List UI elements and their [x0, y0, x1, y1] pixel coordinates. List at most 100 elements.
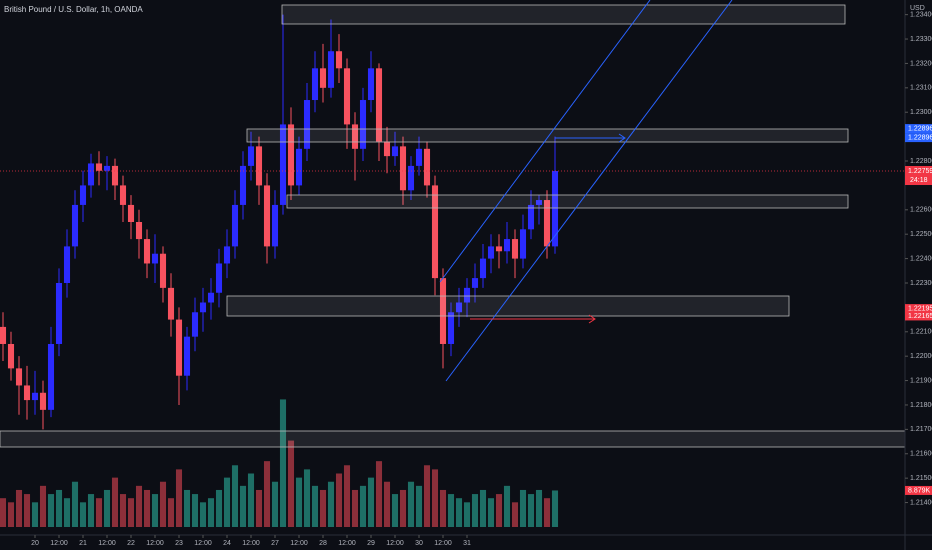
volume-bar — [519, 489, 527, 527]
x-tick-label: 27 — [271, 540, 279, 547]
candle-body — [23, 385, 31, 401]
candle-body — [199, 302, 207, 313]
x-tick-label: 12:00 — [290, 540, 308, 547]
volume-bar — [471, 494, 479, 527]
volume-bar — [255, 489, 263, 527]
x-tick-label: 12:00 — [386, 540, 404, 547]
y-tick-label: 1.21700 — [910, 426, 932, 433]
volume-bar — [7, 502, 15, 527]
candle-body — [319, 68, 327, 88]
x-tick-label: 22 — [127, 540, 135, 547]
volume-bar — [167, 498, 175, 527]
volume-bar — [23, 494, 31, 527]
candle-body — [503, 239, 511, 252]
candle-body — [407, 165, 415, 191]
candle-body — [39, 392, 47, 410]
zone — [286, 194, 849, 209]
y-tick-label: 1.22100 — [910, 329, 932, 336]
candle-body — [175, 319, 183, 376]
candle-body — [335, 51, 343, 69]
candle-body — [471, 278, 479, 288]
volume-label-bg — [905, 485, 932, 495]
x-tick-label: 29 — [367, 540, 375, 547]
volume-bar — [183, 489, 191, 527]
volume-bar — [103, 489, 111, 527]
volume-bar — [455, 498, 463, 527]
volume-bar — [39, 485, 47, 527]
y-tick-label: 1.23100 — [910, 85, 932, 92]
candle-body — [87, 163, 95, 186]
candle-body — [351, 124, 359, 149]
volume-bar — [527, 494, 535, 527]
candle-body — [215, 263, 223, 293]
candle-body — [455, 302, 463, 313]
volume-bar — [95, 498, 103, 527]
y-tick-label: 1.22000 — [910, 353, 932, 360]
zone — [246, 128, 849, 143]
x-tick-label: 24 — [223, 540, 231, 547]
x-tick-label: 21 — [79, 540, 87, 547]
candle-body — [415, 148, 423, 166]
candle-body — [71, 204, 79, 247]
candle-body — [463, 287, 471, 303]
candle-body — [207, 292, 215, 303]
volume-bar — [463, 502, 471, 527]
volume-bar — [311, 485, 319, 527]
volume-bar — [415, 485, 423, 527]
candle-body — [431, 185, 439, 279]
volume-bar — [263, 461, 271, 527]
volume-bar — [199, 502, 207, 527]
arrow — [470, 314, 596, 324]
candle-body — [135, 222, 143, 240]
zone — [281, 4, 846, 25]
volume-bar — [535, 489, 543, 527]
candle-body — [15, 368, 23, 386]
candle-body — [239, 165, 247, 205]
candle-body — [511, 239, 519, 259]
volume-bar — [383, 481, 391, 527]
zone — [226, 295, 790, 317]
volume-bar — [55, 489, 63, 527]
volume-bar — [295, 477, 303, 527]
candle-body — [7, 343, 15, 369]
y-tick-label: 1.22500 — [910, 231, 932, 238]
candle-body — [519, 229, 527, 259]
countdown: 24:18 — [910, 177, 928, 184]
volume-bar — [0, 498, 7, 527]
candle-body — [271, 204, 279, 247]
volume-bar — [479, 489, 487, 527]
y-tick-label: 1.23200 — [910, 60, 932, 67]
candle-body — [279, 124, 287, 205]
x-tick-label: 30 — [415, 540, 423, 547]
volume-bar — [399, 489, 407, 527]
y-tick-label: 1.22300 — [910, 280, 932, 287]
x-tick-label: 31 — [463, 540, 471, 547]
axis-mark-bg — [905, 311, 932, 321]
y-tick-label: 1.21500 — [910, 475, 932, 482]
volume-bar — [215, 489, 223, 527]
arrow — [555, 133, 626, 143]
drawings — [0, 0, 932, 448]
y-tick-label: 1.22800 — [910, 158, 932, 165]
volume-bar — [303, 469, 311, 527]
price-label-bg — [905, 166, 932, 186]
candle-body — [119, 185, 127, 205]
candle-body — [327, 51, 335, 88]
x-tick-label: 28 — [319, 540, 327, 547]
channel-line — [445, 0, 733, 382]
volume-bar — [127, 498, 135, 527]
volume-bar — [207, 498, 215, 527]
candle-body — [487, 246, 495, 259]
candle-body — [375, 68, 383, 142]
volume-bar — [407, 481, 415, 527]
candle-body — [191, 312, 199, 337]
volume-bar — [511, 502, 519, 527]
axis-mark-bg — [905, 124, 932, 134]
volume-bar — [151, 494, 159, 527]
candle-body — [159, 253, 167, 288]
volume-bar — [367, 477, 375, 527]
volume-layer — [0, 399, 559, 527]
volume-bar — [551, 490, 559, 527]
candle-layer — [0, 14, 905, 430]
